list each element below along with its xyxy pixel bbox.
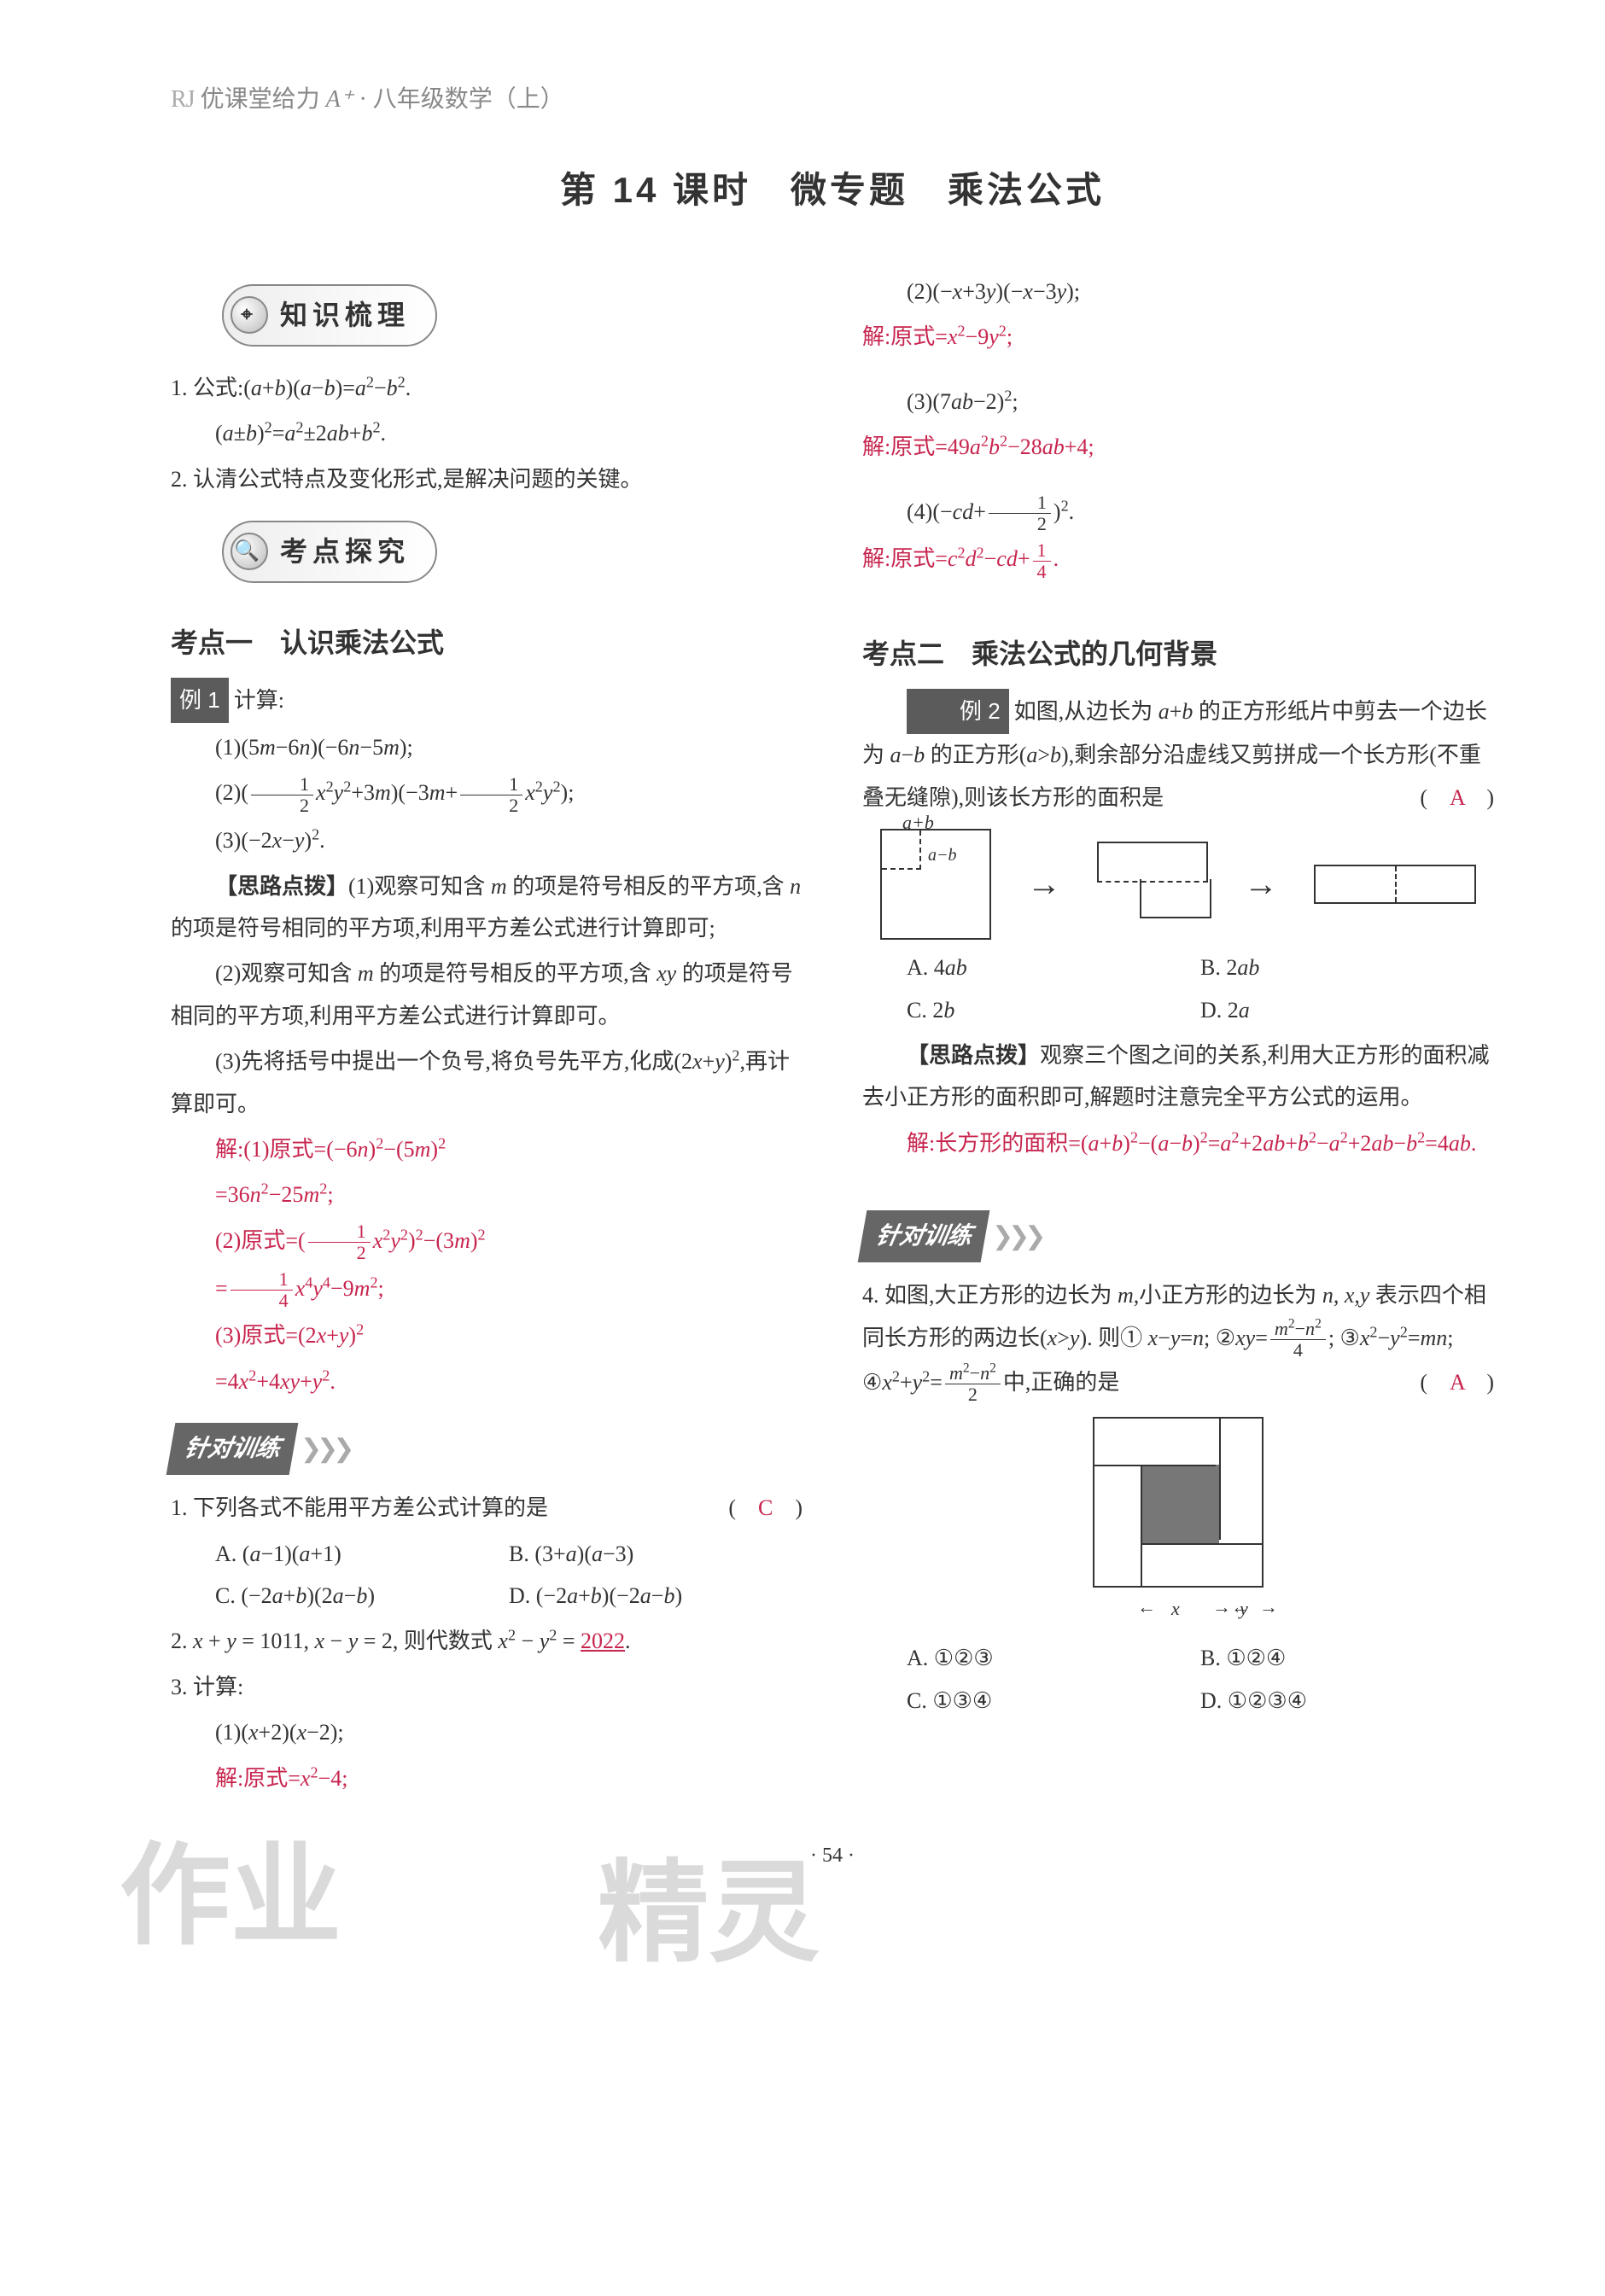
q1-optA: A. (a−1)(a+1) <box>215 1533 509 1575</box>
small-square <box>882 830 921 870</box>
ex1-hint2: (2)观察可知含 m 的项是符号相反的平方项,含 xy 的项是符号相同的平方项,… <box>171 953 802 1037</box>
example1-head: 例 1计算: <box>171 678 802 723</box>
practice-label: 针对训练 <box>166 1423 299 1475</box>
l-shape <box>1097 842 1208 927</box>
practice-header-right: 针对训练 ❯❯❯ <box>862 1210 1041 1262</box>
ex1-sol2c: =14x4y4−9m2; <box>171 1267 802 1312</box>
explore-label: 考点探究 <box>280 526 410 578</box>
watermark-1: 作业 <box>120 1792 341 2003</box>
ex1-item3: (3)(−2x−y)2. <box>171 819 802 861</box>
ex1-sol3b: =4x2+4xy+y2. <box>171 1361 802 1402</box>
ex2-choices: A. 4ab B. 2ab C. 2b D. 2a <box>862 947 1494 1031</box>
ex1-sol3a: (3)原式=(2x+y)2 <box>171 1314 802 1356</box>
q4-optD: D. ①②③④ <box>1200 1680 1494 1722</box>
r-item2: (2)(−x+3y)(−x−3y); <box>862 271 1494 312</box>
ex2-diagram: a+b a−b → → <box>862 829 1494 940</box>
arrow-icon-2: → <box>1244 852 1278 917</box>
ex1-hint3: (3)先将括号中提出一个负号,将负号先平方,化成(2x+y)2,再计算即可。 <box>171 1040 802 1125</box>
ex2-optD: D. 2a <box>1200 989 1494 1031</box>
practice-header-left: 针对训练 ❯❯❯ <box>171 1423 349 1475</box>
page-number: · 54 · <box>171 1837 1494 1876</box>
q2-answer: 2022 <box>581 1629 625 1653</box>
q1: 1. 下列各式不能用平方差公式计算的是 ( C ) <box>171 1487 802 1529</box>
pin-icon: ⌖ <box>231 296 268 334</box>
q1-choices: A. (a−1)(a+1) B. (3+a)(a−3) C. (−2a+b)(2… <box>171 1533 802 1617</box>
ex2-optA: A. 4ab <box>907 947 1200 988</box>
q2: 2. x + y = 1011, x − y = 2, 则代数式 x2 − y2… <box>171 1620 802 1662</box>
ex2-q: 例 2如图,从边长为 a+b 的正方形纸片中剪去一个边长为 a−b 的正方形(a… <box>862 689 1494 819</box>
kd2-title: 考点二 乘法公式的几何背景 <box>862 628 1494 680</box>
practice-label-2: 针对训练 <box>858 1210 990 1262</box>
q1-optD: D. (−2a+b)(−2a−b) <box>509 1575 802 1617</box>
label-a-minus-b: a−b <box>928 839 957 871</box>
ex1-hint1: 【思路点拨】(1)观察可知含 m 的项是符号相反的平方项,含 n 的项是符号相同… <box>171 865 802 950</box>
right-column: (2)(−x+3y)(−x−3y); 解:原式=x2−9y2; (3)(7ab−… <box>862 267 1494 1803</box>
q4-choices: A. ①②③ B. ①②④ C. ①③④ D. ①②③④ <box>862 1637 1494 1722</box>
q4-optB: B. ①②④ <box>1200 1637 1494 1679</box>
r-item4: (4)(−cd+12)2. <box>862 491 1494 535</box>
q1-optC: C. (−2a+b)(2a−b) <box>215 1575 509 1617</box>
ex2-optB: B. 2ab <box>1200 947 1494 988</box>
ex2-optC: C. 2b <box>907 989 1200 1031</box>
ex2-hint: 【思路点拨】观察三个图之间的关系,利用大正方形的面积减去小正方形的面积即可,解题… <box>862 1034 1494 1119</box>
left-column: ⌖ 知识梳理 1. 公式:(a+b)(a−b)=a2−b2. (a±b)2=a2… <box>171 267 802 1803</box>
magnify-icon: 🔍 <box>231 533 268 570</box>
ex1-sol1b: =36n2−25m2; <box>171 1174 802 1215</box>
lesson-title: 第 14 课时 微专题 乘法公式 <box>171 156 1494 224</box>
r-sol3: 解:原式=49a2b2−28ab+4; <box>862 426 1494 468</box>
knowledge-line-2: (a±b)2=a2±2ab+b2. <box>171 412 802 454</box>
r-sol2: 解:原式=x2−9y2; <box>862 316 1494 358</box>
q4-answer: A <box>1450 1370 1464 1395</box>
ex1-item1: (1)(5m−6n)(−6n−5m); <box>171 726 802 768</box>
result-rect <box>1314 865 1476 904</box>
q4: 4. 如图,大正方形的边长为 m,小正方形的边长为 n, x,y 表示四个相同长… <box>862 1274 1494 1405</box>
example-tag: 例 1 <box>171 678 229 723</box>
q4-center-square <box>1141 1465 1219 1543</box>
chevron-icon: ❯❯❯ <box>301 1425 349 1473</box>
two-column-layout: ⌖ 知识梳理 1. 公式:(a+b)(a−b)=a2−b2. (a±b)2=a2… <box>171 267 1494 1803</box>
brand-aplus: A⁺ <box>326 86 353 113</box>
ex1-item2: (2)(12x2y2+3m)(−3m+12x2y2); <box>171 772 802 816</box>
q4-labels: ←x→←y→ <box>1093 1591 1264 1627</box>
ex1-sol2a: (2)原式=(12x2y2)2−(3m)2 <box>171 1220 802 1264</box>
q4-optA: A. ①②③ <box>907 1637 1200 1679</box>
knowledge-line-3: 2. 认清公式特点及变化形式,是解决问题的关键。 <box>171 458 802 500</box>
brand-rj: RJ <box>171 86 195 113</box>
explore-section-header: 🔍 考点探究 <box>222 521 437 583</box>
knowledge-section-header: ⌖ 知识梳理 <box>222 284 437 347</box>
ex2-answer: A <box>1450 785 1464 810</box>
example-tag-2: 例 2 <box>907 689 1009 734</box>
chevron-icon-2: ❯❯❯ <box>992 1212 1041 1261</box>
q3-1-sol: 解:原式=x2−4; <box>171 1757 802 1799</box>
brand-mid: 优课堂给力 <box>201 86 320 113</box>
page-header: RJ 优课堂给力 A⁺ · 八年级数学（上） <box>171 77 1494 122</box>
kd1-title: 考点一 认识乘法公式 <box>171 617 802 669</box>
q4-diagram <box>1093 1417 1264 1588</box>
q1-optB: B. (3+a)(a−3) <box>509 1533 802 1575</box>
knowledge-line-1: 1. 公式:(a+b)(a−b)=a2−b2. <box>171 367 802 409</box>
big-square: a+b a−b <box>880 829 991 940</box>
q3-1: (1)(x+2)(x−2); <box>171 1711 802 1753</box>
q4-optC: C. ①③④ <box>907 1680 1200 1722</box>
brand-suffix: · 八年级数学（上） <box>359 86 563 113</box>
q1-answer: C <box>758 1495 773 1520</box>
ex1-sol1a: 解:(1)原式=(−6n)2−(5m)2 <box>171 1128 802 1170</box>
r-item3: (3)(7ab−2)2; <box>862 381 1494 422</box>
ex2-sol: 解:长方形的面积=(a+b)2−(a−b)2=a2+2ab+b2−a2+2ab−… <box>862 1122 1494 1164</box>
q3: 3. 计算: <box>171 1666 802 1708</box>
arrow-icon: → <box>1027 852 1061 917</box>
r-sol4: 解:原式=c2d2−cd+14. <box>862 538 1494 582</box>
knowledge-label: 知识梳理 <box>280 289 410 341</box>
